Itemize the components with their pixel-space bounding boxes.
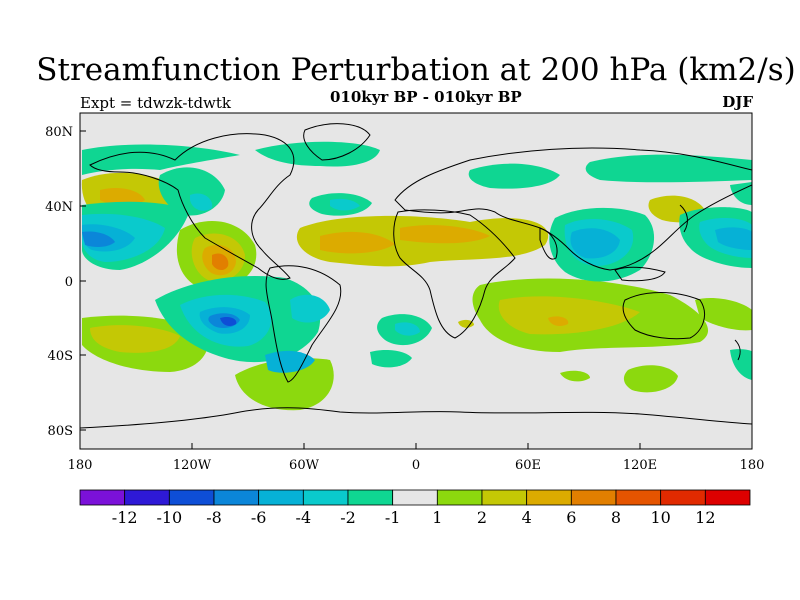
lat-tick-label: 80N <box>45 125 73 140</box>
colorbar-label: -2 <box>340 508 356 527</box>
lon-tick-label: 0 <box>412 458 420 473</box>
colorbar-label: 12 <box>695 508 715 527</box>
experiment-label: Expt = tdwzk-tdwtk <box>80 94 231 112</box>
coastline-layer <box>80 123 752 429</box>
colorbar-label: -8 <box>206 508 222 527</box>
lon-tick-label: 120W <box>173 458 212 473</box>
colorbar-swatch <box>79 489 126 506</box>
colorbar-swatch <box>615 489 662 506</box>
lon-tick-label: 60W <box>289 458 320 473</box>
colorbar-swatch <box>392 489 438 506</box>
lat-tick-label: 40N <box>45 200 73 215</box>
coast-new-zealand <box>734 339 741 361</box>
lon-axis: 180 120W 60W 0 60E 120E 180 <box>68 443 765 473</box>
coast-india <box>539 227 558 260</box>
lon-tick-label: 60E <box>515 458 541 473</box>
colorbar-label: 1 <box>432 508 442 527</box>
colorbar-swatch <box>258 489 304 506</box>
colorbar-label: 2 <box>477 508 487 527</box>
colorbar-swatch <box>436 489 483 506</box>
coast-indonesia <box>614 266 666 282</box>
coast-greenland <box>303 123 371 161</box>
season-label: DJF <box>722 93 753 111</box>
coast-japan <box>679 204 688 233</box>
colorbar-label: 8 <box>611 508 621 527</box>
lat-tick-label: 80S <box>48 424 73 439</box>
colorbar-swatch <box>570 489 617 506</box>
lon-tick-label: 180 <box>68 458 93 473</box>
colorbar-label: 6 <box>566 508 576 527</box>
colorbar-label: -4 <box>296 508 312 527</box>
coast-africa <box>393 209 516 339</box>
coast-south-america <box>265 265 342 383</box>
colorbar-swatch <box>213 489 260 506</box>
colorbar-swatch <box>302 489 349 506</box>
lat-tick-label: 0 <box>65 275 73 290</box>
colorbar-label: 4 <box>522 508 532 527</box>
colorbar-label: -6 <box>251 508 267 527</box>
colorbar-swatch <box>168 489 215 506</box>
colorbar-swatch <box>704 489 751 506</box>
colorbar-label: 10 <box>650 508 670 527</box>
coast-eurasia <box>394 147 752 271</box>
colorbar: -12 -10 -8 -6 -4 -2 -1 1 2 4 6 8 10 12 <box>79 489 751 527</box>
colorbar-swatch <box>660 489 706 506</box>
colorbar-swatch <box>347 489 394 506</box>
colorbar-swatch <box>526 489 572 506</box>
colorbar-label: -1 <box>385 508 401 527</box>
colorbar-label: -10 <box>156 508 182 527</box>
colorbar-label: -12 <box>112 508 138 527</box>
lat-axis: 80N 40N 0 40S 80S <box>45 125 86 439</box>
colorbar-swatch <box>481 489 528 506</box>
plot-title: Streamfunction Perturbation at 200 hPa (… <box>36 52 796 88</box>
coast-north-america <box>89 133 295 280</box>
coast-antarctica <box>80 407 752 429</box>
coast-australia <box>622 292 705 340</box>
colorbar-swatch <box>124 489 170 506</box>
contour-fill-layer <box>81 141 752 411</box>
lat-tick-label: 40S <box>48 349 73 364</box>
lon-tick-label: 180 <box>740 458 765 473</box>
plot-subtitle: 010kyr BP - 010kyr BP <box>330 88 522 106</box>
lon-tick-label: 120E <box>623 458 657 473</box>
